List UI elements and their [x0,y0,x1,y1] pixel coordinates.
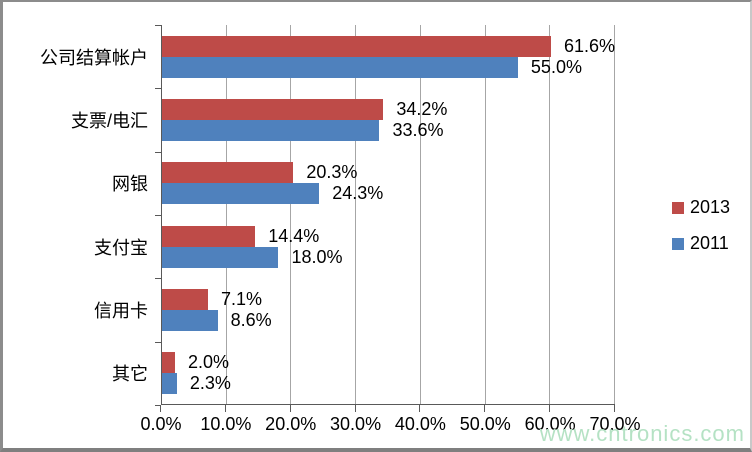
bar-2011 [162,119,380,141]
x-axis-tick [614,405,615,412]
series-line-2013: 20.3% [162,162,615,184]
category-label: 支票/电汇 [70,110,148,131]
category-label: 其它 [112,364,148,385]
series-line-2013: 61.6% [162,35,615,57]
x-axis-tick [160,405,161,412]
gridline [355,25,357,404]
gridline [614,25,615,404]
watermark: www.cntronics.com [539,421,745,446]
bar-group: 14.4% 18.0% [162,215,615,278]
plot-area: 61.6% 55.0% 34.2% 33.6% 20.3% 24.3% 14.4% 18.0%… [161,25,615,405]
x-axis-tick [484,405,486,412]
series-line-2011: 8.6% [162,309,615,331]
gridline [549,25,551,404]
value-label: 8.6% [230,309,272,330]
x-axis-tick-label: 60.0% [524,414,576,434]
value-label: 34.2% [396,98,448,119]
value-label: 14.4% [268,225,320,246]
legend: 2013 2011 [672,197,731,253]
y-axis-tick [155,88,161,90]
x-axis-tick [354,405,356,412]
bar-2011 [162,309,218,331]
value-label: 20.3% [306,162,358,183]
series-line-2011: 24.3% [162,183,615,205]
legend-item-2011: 2011 [672,233,730,253]
x-axis-tick-label: 50.0% [459,414,511,434]
category-axis: 公司结算帐户支票/电汇网银支付宝信用卡其它 [3,25,148,405]
y-axis-tick [155,151,161,153]
series-line-2013: 7.1% [162,288,615,310]
category-label: 支付宝 [94,237,148,258]
x-axis-labels: 0.0% 10.0% 20.0% 30.0% 40.0% 50.0% 60.0% 70.0% [140,414,640,438]
y-axis-tick [155,25,161,26]
value-label: 33.6% [392,119,444,140]
category-label: 信用卡 [94,300,148,321]
bar-2011 [162,183,320,205]
x-axis-tick-label: 70.0% [589,414,641,434]
value-label: 61.6% [563,35,615,56]
series-line-2011: 55.0% [162,56,615,78]
bar-group: 7.1% 8.6% [162,278,615,341]
bar-2013 [162,35,551,57]
x-axis-tick [289,405,291,412]
bar-2013 [162,352,175,374]
legend-label: 2013 [690,197,731,217]
value-label: 24.3% [332,183,384,204]
legend-color-swatch [672,201,684,214]
x-axis-tick-label: 10.0% [200,414,252,434]
bar-2011 [162,56,518,78]
bar-2013 [162,162,294,184]
bar-2013 [162,225,256,247]
x-axis-tick-label: 30.0% [330,414,382,434]
y-axis-tick [155,341,161,343]
bar-group: 2.0% 2.3% [162,342,615,405]
bar-2011 [162,373,177,395]
gridline [484,25,486,404]
bar-2013 [162,288,208,310]
x-axis-tick [419,405,421,412]
bar-group: 34.2% 33.6% [162,88,615,151]
y-axis-tick [155,215,161,216]
x-axis-tick-label: 0.0% [140,414,182,434]
legend-color-swatch [672,237,684,250]
x-axis-tick-label: 20.0% [265,414,317,434]
category-label: 公司结算帐户 [40,47,148,68]
series-line-2011: 18.0% [162,246,615,268]
y-axis-tick [155,278,161,280]
value-label: 2.3% [189,373,231,394]
y-axis-tick [155,405,161,406]
gridline [419,25,421,404]
value-label: 18.0% [291,246,343,267]
series-line-2013: 14.4% [162,225,615,247]
x-axis-tick [224,405,226,412]
value-label: 7.1% [220,288,262,309]
bar-2011 [162,246,279,268]
bar-rows: 61.6% 55.0% 34.2% 33.6% 20.3% 24.3% 14.4% 18.0%… [162,25,615,404]
category-label: 网银 [112,174,148,195]
gridline [225,25,227,404]
gridline [290,25,292,404]
series-line-2011: 33.6% [162,119,615,141]
x-axis-tick-label: 40.0% [394,414,446,434]
series-line-2013: 2.0% [162,352,615,374]
legend-item-2013: 2013 [672,197,731,217]
series-line-2013: 34.2% [162,98,615,120]
bar-group: 61.6% 55.0% [162,25,615,88]
value-label: 55.0% [530,56,582,77]
bar-group: 20.3% 24.3% [162,152,615,215]
legend-label: 2011 [690,233,729,253]
x-axis-ticks [160,405,615,413]
bar-2013 [162,98,384,120]
series-line-2011: 2.3% [162,373,615,395]
value-label: 2.0% [187,352,229,373]
x-axis-tick [549,405,551,412]
